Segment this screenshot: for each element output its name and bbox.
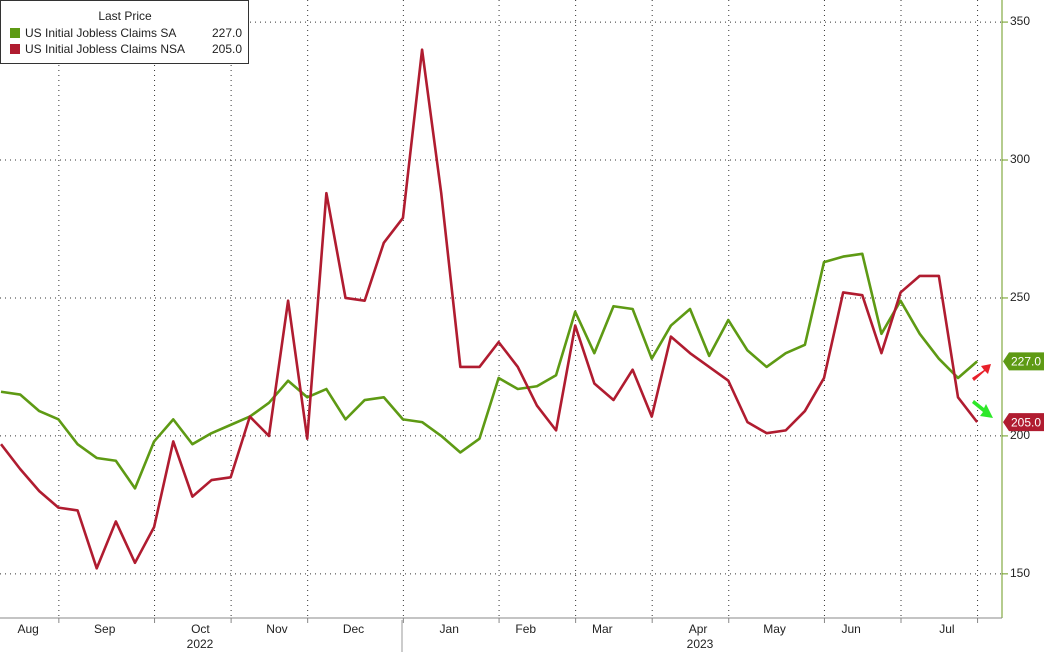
legend-swatch: [10, 28, 20, 38]
legend-label: US Initial Jobless Claims SA: [25, 26, 176, 40]
x-tick-label: Oct: [191, 622, 210, 636]
legend-value: 205.0: [212, 42, 242, 56]
x-group-label: 2022: [187, 637, 214, 651]
x-tick-label: Jul: [939, 622, 954, 636]
last-value-tag: [1003, 413, 1044, 432]
last-value-label: 227.0: [1011, 355, 1041, 369]
legend-title: Last Price: [98, 9, 152, 23]
x-tick-label: Feb: [515, 622, 536, 636]
line-series: [0, 252, 978, 490]
x-tick-label: Mar: [592, 622, 613, 636]
legend: Last Price US Initial Jobless Claims SA …: [0, 0, 249, 64]
x-tick-label: Jun: [841, 622, 860, 636]
legend-value: 227.0: [212, 26, 242, 40]
x-tick-label: Dec: [343, 622, 364, 636]
x-tick-label: Jan: [440, 622, 459, 636]
y-tick-label: 150: [1010, 566, 1030, 580]
last-value-tag: [1003, 352, 1044, 371]
down-arrow: [972, 400, 993, 418]
up-arrow: [972, 364, 991, 381]
legend-swatch: [10, 44, 20, 54]
y-tick-label: 250: [1010, 290, 1030, 304]
x-tick-label: Nov: [266, 622, 287, 636]
x-tick-label: Sep: [94, 622, 116, 636]
y-tick-label: 200: [1010, 428, 1030, 442]
x-tick-label: Apr: [689, 622, 708, 636]
x-tick-label: May: [763, 622, 786, 636]
x-tick-label: Aug: [17, 622, 38, 636]
last-value-label: 205.0: [1011, 415, 1041, 429]
line-series: [0, 48, 979, 570]
y-tick-label: 300: [1010, 152, 1030, 166]
legend-label: US Initial Jobless Claims NSA: [25, 42, 185, 56]
plot-area: [0, 0, 1002, 618]
y-tick-label: 350: [1010, 14, 1030, 28]
legend-box: [0, 0, 249, 64]
x-group-label: 2023: [687, 637, 714, 651]
